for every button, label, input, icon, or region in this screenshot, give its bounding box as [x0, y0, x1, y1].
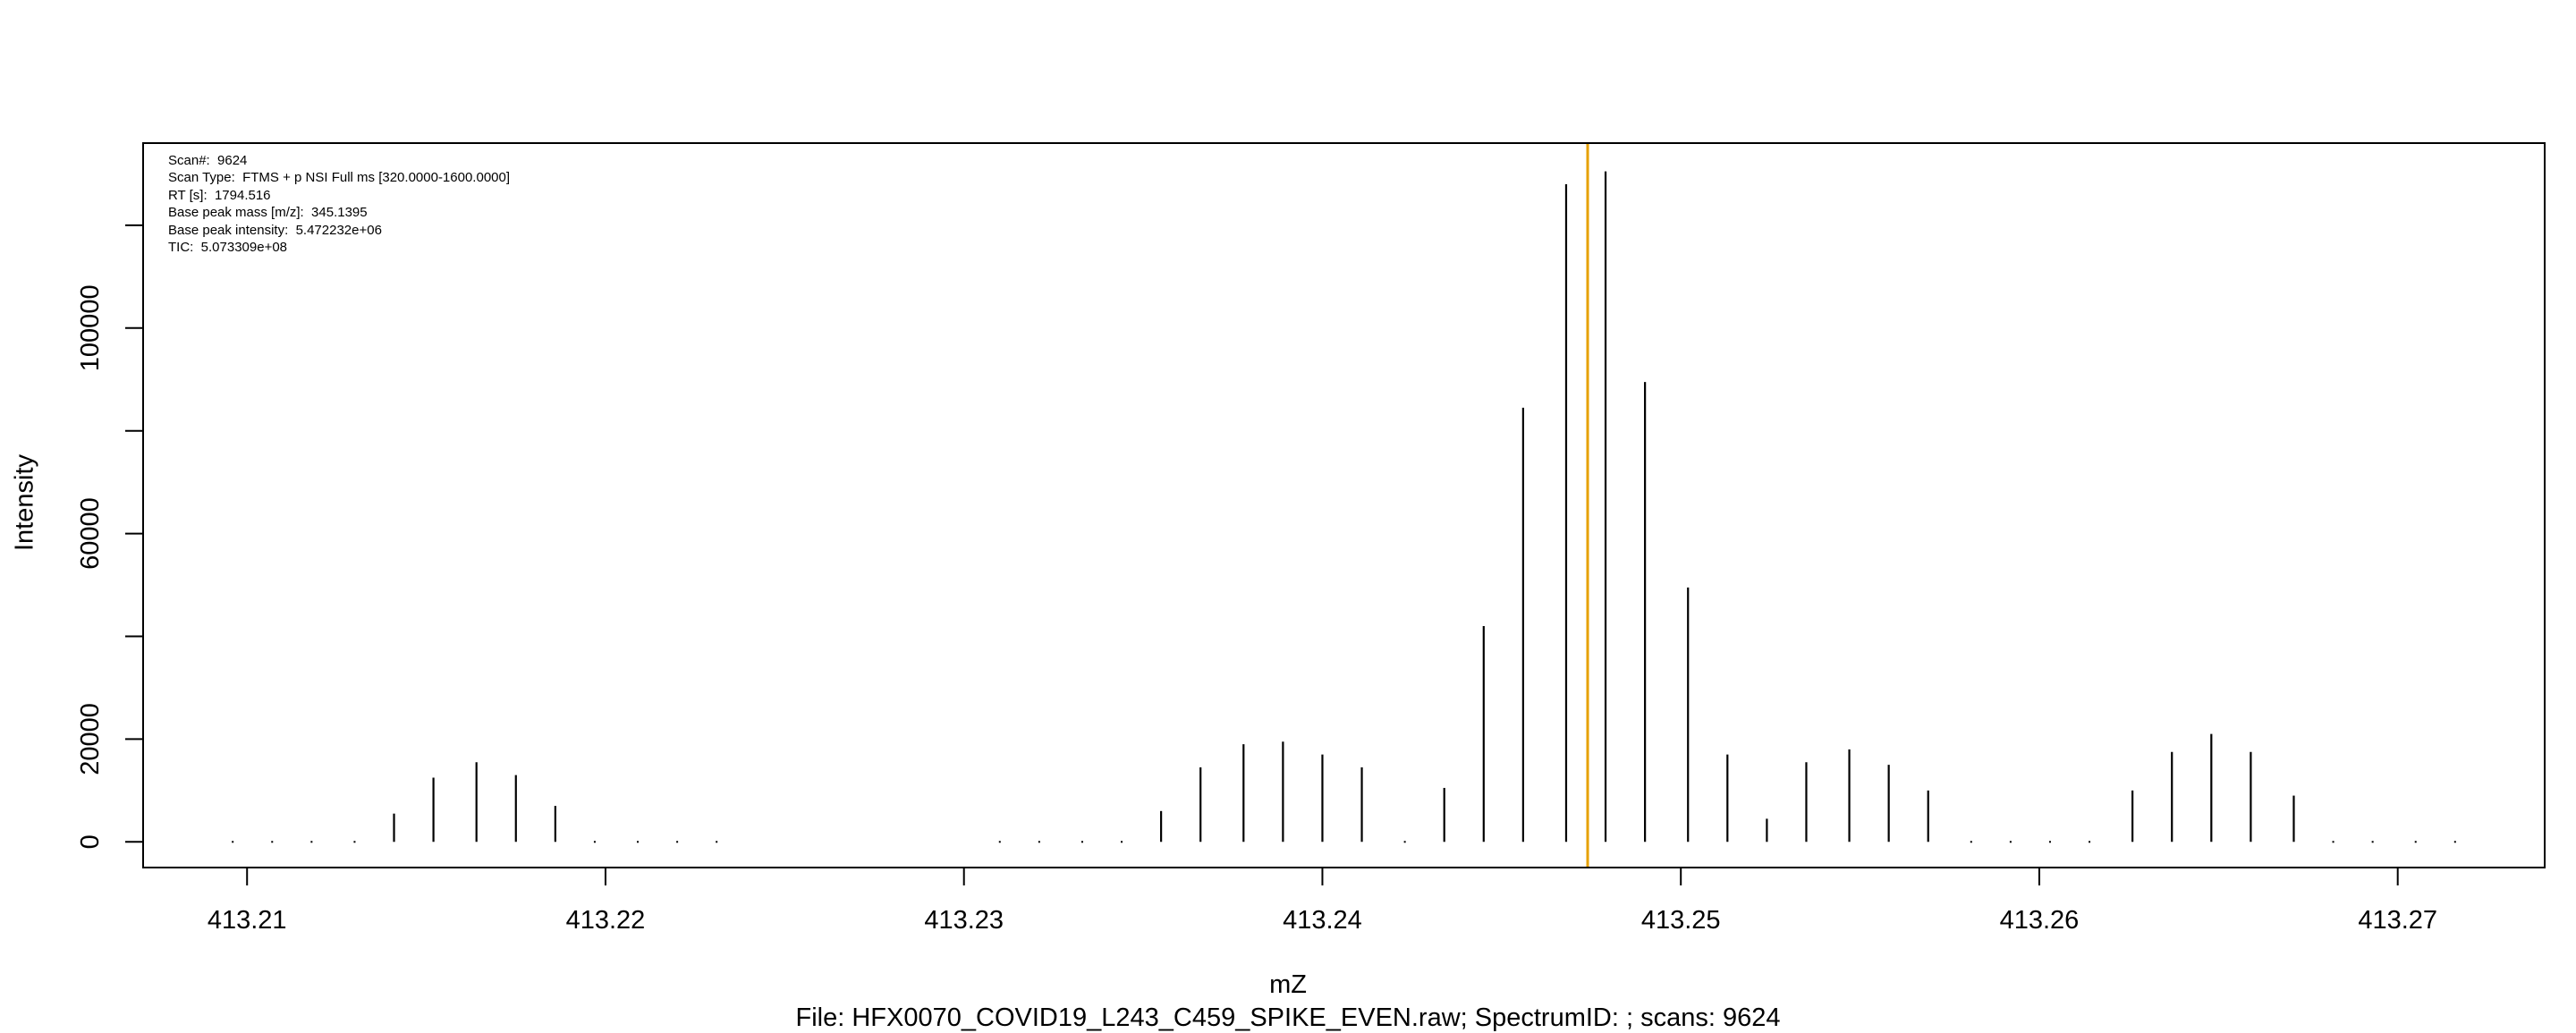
retention-time: RT [s]: 1794.516	[168, 187, 271, 203]
peak-bar	[1121, 841, 1123, 843]
x-tick-label: 413.25	[1641, 906, 1721, 935]
total-ion-current: TIC: 5.073309e+08	[168, 240, 288, 256]
scan-number: Scan#: 9624	[168, 153, 248, 168]
peak-bar	[2089, 841, 2091, 843]
peak-bar	[2009, 841, 2012, 843]
peak-bar	[637, 841, 640, 843]
peak-bar	[998, 841, 1001, 843]
peak-bar	[1038, 841, 1040, 843]
scan-info-panel: Scan#: 9624 Scan Type: FTMS + p NSI Full…	[168, 152, 510, 256]
peak-series	[232, 171, 2456, 843]
peak-bar	[1080, 841, 1083, 843]
y-axis: 0 20000 60000 100000	[76, 224, 144, 849]
peak-bar	[271, 841, 274, 843]
y-tick-label: 100000	[76, 284, 105, 371]
x-axis-label: mZ	[1269, 970, 1307, 999]
y-axis-label: Intensity	[10, 454, 39, 551]
peak-bar	[2048, 841, 2051, 843]
x-axis: 413.21 413.22 413.23 413.24 413.25 413.26 413.…	[208, 867, 2437, 935]
peak-bar	[1403, 841, 1406, 843]
scan-type: Scan Type: FTMS + p NSI Full ms [320.000…	[168, 170, 511, 186]
peak-bar	[676, 841, 679, 843]
y-tick-label: 0	[76, 834, 105, 849]
peak-bar	[232, 841, 234, 843]
peak-bar	[716, 841, 718, 843]
peak-bar	[2414, 841, 2417, 843]
peak-bar	[353, 841, 356, 843]
x-tick-label: 413.27	[2358, 906, 2437, 935]
x-tick-label: 413.23	[924, 906, 1004, 935]
peak-bar	[2371, 841, 2374, 843]
x-tick-label: 413.24	[1283, 906, 1362, 935]
x-tick-label: 413.21	[208, 906, 287, 935]
peak-bar	[2453, 841, 2456, 843]
x-tick-label: 413.22	[566, 906, 646, 935]
x-tick-label: 413.26	[2000, 906, 2080, 935]
peak-bar	[2332, 841, 2334, 843]
peak-bar	[310, 841, 313, 843]
peak-bar	[593, 841, 596, 843]
y-tick-label: 20000	[76, 703, 105, 775]
base-peak-intensity: Base peak intensity: 5.472232e+06	[168, 222, 382, 238]
base-peak-mass: Base peak mass [m/z]: 345.1395	[168, 205, 368, 221]
chart-subtitle: File: HFX0070_COVID19_L243_C459_SPIKE_EV…	[795, 1003, 1781, 1032]
peak-bar	[1970, 841, 1972, 843]
y-tick-label: 60000	[76, 497, 105, 570]
